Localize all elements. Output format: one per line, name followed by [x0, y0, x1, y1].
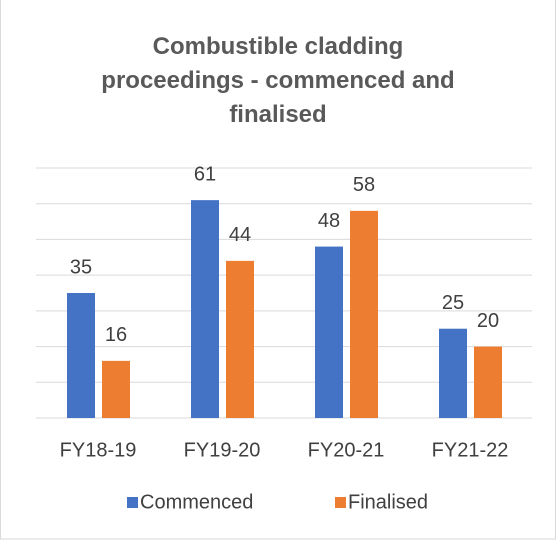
data-label: 35: [70, 256, 92, 278]
legend-label: Finalised: [348, 491, 428, 513]
data-label: 44: [229, 224, 251, 246]
bar: [350, 210, 378, 418]
data-label: 25: [442, 292, 464, 314]
bar: [439, 328, 467, 418]
data-label: 48: [318, 210, 340, 232]
legend-label: Commenced: [140, 491, 253, 513]
bar: [191, 200, 219, 418]
data-label: 61: [194, 163, 216, 185]
bar: [102, 360, 130, 418]
legend-swatch: [335, 497, 346, 508]
data-label: 20: [477, 310, 499, 332]
data-label: 58: [353, 174, 375, 196]
bar: [315, 246, 343, 418]
chart-title: Combustible cladding proceedings - comme…: [101, 33, 455, 128]
x-tick-label: FY19-20: [184, 439, 261, 461]
bar: [67, 293, 95, 418]
x-tick-label: FY18-19: [60, 439, 137, 461]
data-label: 16: [105, 324, 127, 346]
legend-swatch: [127, 497, 138, 508]
x-tick-label: FY20-21: [308, 439, 385, 461]
x-tick-label: FY21-22: [432, 439, 509, 461]
bar: [226, 260, 254, 418]
bar: [474, 346, 502, 418]
